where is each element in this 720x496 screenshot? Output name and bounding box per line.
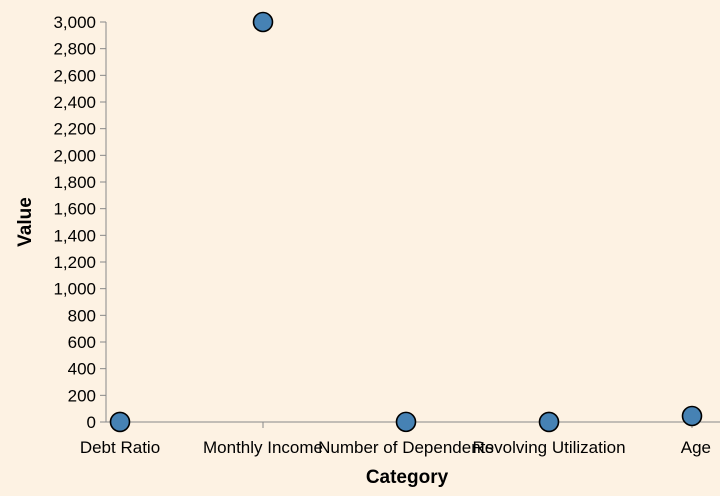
data-point bbox=[109, 411, 131, 433]
y-tick-label: 800 bbox=[68, 306, 96, 325]
y-ticks: 0 200 400 600 800 1,000 1,200 1,400 1,600 1,800 2,… bbox=[53, 13, 106, 432]
x-tick-label: Monthly Income bbox=[203, 438, 323, 457]
y-axis-title: Value bbox=[15, 197, 36, 247]
x-axis-title: Category bbox=[366, 467, 449, 488]
y-tick-label: 200 bbox=[68, 386, 96, 405]
y-tick-label: 2,000 bbox=[53, 146, 96, 165]
y-tick-label: 1,600 bbox=[53, 200, 96, 219]
y-tick-label: 0 bbox=[87, 413, 96, 432]
y-tick-label: 400 bbox=[68, 360, 96, 379]
data-point bbox=[252, 11, 274, 33]
x-tick-label: Age bbox=[681, 438, 711, 457]
y-tick-label: 600 bbox=[68, 333, 96, 352]
x-tick-label: Debt Ratio bbox=[80, 438, 160, 457]
y-tick-label: 2,400 bbox=[53, 93, 96, 112]
y-tick-label: 1,200 bbox=[53, 253, 96, 272]
y-tick-label: 1,400 bbox=[53, 226, 96, 245]
data-point bbox=[681, 405, 703, 427]
y-tick-label: 1,800 bbox=[53, 173, 96, 192]
data-point bbox=[395, 411, 417, 433]
y-tick-label: 2,800 bbox=[53, 40, 96, 59]
data-point bbox=[538, 411, 560, 433]
x-tick-label: Number of Dependents bbox=[318, 438, 494, 457]
data-points bbox=[109, 11, 703, 433]
y-tick-label: 1,000 bbox=[53, 280, 96, 299]
y-tick-label: 2,600 bbox=[53, 66, 96, 85]
y-tick-label: 2,200 bbox=[53, 120, 96, 139]
x-tick-label: Revolving Utilization bbox=[472, 438, 625, 457]
y-tick-label: 3,000 bbox=[53, 13, 96, 32]
y-axis: 0 200 400 600 800 1,000 1,200 1,400 1,600 1,800 2,… bbox=[53, 13, 107, 432]
